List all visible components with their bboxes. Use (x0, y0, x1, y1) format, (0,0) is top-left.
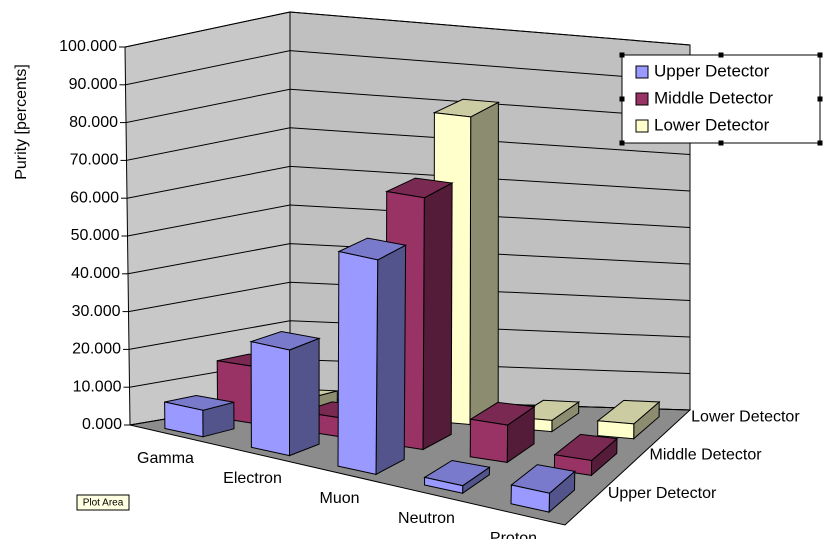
bar-front (510, 484, 551, 513)
selection-handle (718, 140, 724, 146)
grid-line (128, 281, 691, 313)
selection-handle (619, 52, 625, 58)
bar-side (422, 182, 453, 451)
z-tick-label: Lower Detector (691, 408, 800, 425)
legend-swatch (635, 65, 649, 79)
grid-line (126, 165, 691, 199)
legend-swatch (635, 92, 649, 106)
selection-handle (619, 140, 625, 146)
bar (510, 464, 576, 514)
grid-line (125, 50, 691, 86)
x-tick-label: Gamma (137, 450, 194, 467)
y-tick-label: 80.000 (69, 114, 118, 131)
z-tick-label: Middle Detector (650, 447, 763, 464)
tooltip-box (76, 494, 130, 511)
bar-front (250, 340, 290, 457)
selection-handle (718, 52, 724, 58)
bar-side (289, 337, 320, 457)
legend-box (621, 54, 821, 144)
bar (164, 394, 235, 438)
grid-line (127, 243, 691, 275)
grid-line (126, 127, 691, 161)
bar (596, 399, 661, 440)
y-axis-label: Purity [percents] (13, 64, 30, 180)
y-tick-label: 20.000 (72, 341, 121, 358)
x-tick-label: Electron (223, 470, 282, 487)
y-tick-label: 10.000 (73, 378, 122, 395)
grid-line (128, 320, 691, 350)
x-tick-label: Proton (490, 530, 537, 539)
grid-line (127, 204, 691, 237)
grid-line (124, 11, 691, 48)
y-tick-label: 70.000 (70, 152, 119, 169)
y-tick-label: 100.000 (59, 38, 117, 55)
y-tick-label: 90.000 (69, 76, 118, 93)
tooltip-text: Plot Area (83, 498, 124, 509)
bar-front (469, 418, 509, 463)
y-tick-label: 50.000 (71, 227, 120, 244)
legend-label: Lower Detector (654, 115, 770, 134)
bar (423, 459, 491, 495)
selection-handle (817, 52, 823, 58)
bar (249, 330, 321, 457)
bar-side (469, 101, 499, 426)
grid-line (125, 88, 691, 124)
y-tick-label: 30.000 (72, 303, 121, 320)
bar (337, 237, 408, 476)
bar (469, 401, 536, 464)
x-tick-label: Muon (319, 490, 359, 507)
x-tick-label: Neutron (398, 510, 455, 527)
legend-swatch (635, 119, 649, 133)
y-tick-label: 60.000 (70, 189, 119, 206)
selection-handle (817, 96, 823, 102)
legend-label: Upper Detector (654, 61, 770, 80)
z-tick-label: Upper Detector (608, 485, 717, 502)
bar-front (597, 420, 635, 440)
y-tick-label: 40.000 (71, 265, 120, 282)
bar-front (423, 476, 464, 494)
selection-handle (619, 96, 625, 102)
legend-label: Middle Detector (654, 88, 773, 107)
selection-handle (817, 140, 823, 146)
bar-front (164, 401, 204, 438)
bar-side (375, 244, 407, 476)
y-tick-label: 0.000 (82, 416, 122, 433)
bar-front (337, 250, 379, 476)
